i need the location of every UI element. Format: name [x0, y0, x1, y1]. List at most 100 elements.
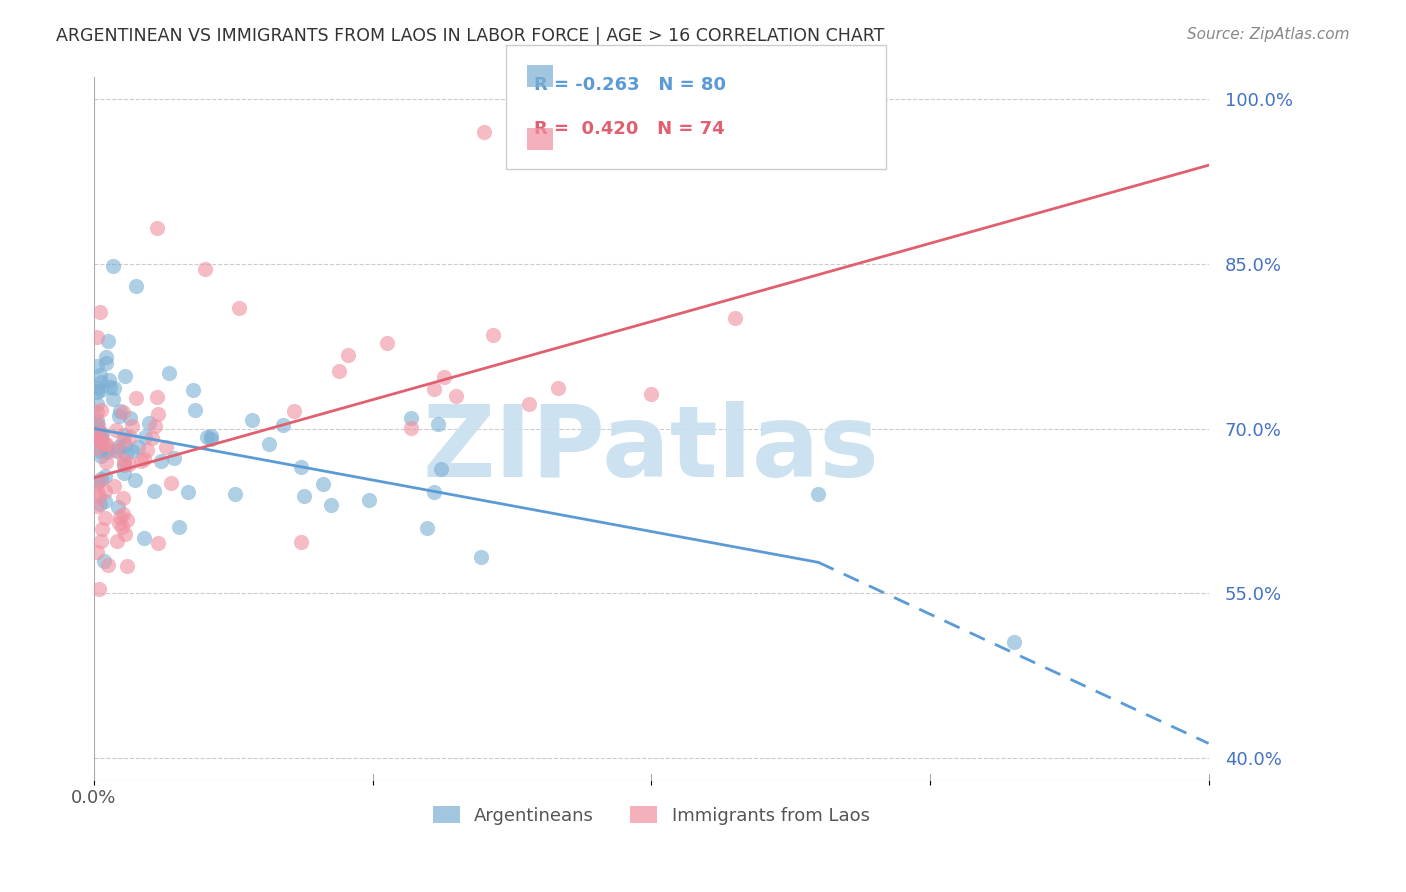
- Point: [336, 348, 359, 362]
- Point: [94, 469, 117, 483]
- Point: [86, 397, 108, 411]
- Point: [1002, 635, 1025, 649]
- Point: [94, 350, 117, 364]
- Point: [90, 434, 112, 449]
- Point: [98, 373, 121, 387]
- Point: [138, 416, 160, 430]
- Point: [90, 384, 112, 398]
- Point: [433, 370, 456, 384]
- Point: [359, 493, 381, 508]
- Point: [107, 500, 129, 514]
- Point: [86, 385, 108, 400]
- Point: [86, 413, 108, 427]
- Point: [86, 417, 108, 431]
- Point: [401, 421, 423, 435]
- Text: Source: ZipAtlas.com: Source: ZipAtlas.com: [1187, 27, 1350, 42]
- Point: [377, 336, 399, 351]
- Point: [399, 410, 422, 425]
- Point: [98, 380, 121, 394]
- Point: [200, 428, 222, 442]
- Point: [134, 452, 156, 467]
- Point: [183, 383, 205, 397]
- Point: [290, 534, 312, 549]
- Point: [319, 498, 342, 512]
- Point: [240, 413, 263, 427]
- Point: [87, 489, 110, 503]
- Point: [271, 418, 294, 433]
- Point: [292, 489, 315, 503]
- Point: [86, 381, 108, 395]
- Point: [105, 423, 128, 437]
- Point: [312, 476, 335, 491]
- Point: [90, 472, 112, 486]
- Point: [194, 262, 217, 277]
- Point: [177, 485, 200, 500]
- Point: [257, 437, 280, 451]
- Point: [111, 434, 134, 449]
- Point: [86, 545, 108, 559]
- Point: [118, 430, 141, 444]
- Point: [167, 520, 190, 534]
- Point: [107, 409, 129, 424]
- Point: [517, 397, 540, 411]
- Point: [114, 438, 136, 452]
- Point: [115, 513, 138, 527]
- Point: [112, 491, 135, 505]
- Point: [89, 443, 111, 458]
- Point: [108, 510, 131, 524]
- Point: [470, 549, 492, 564]
- Point: [117, 457, 139, 471]
- Point: [87, 425, 110, 440]
- Point: [104, 443, 127, 458]
- Point: [111, 519, 134, 533]
- Point: [114, 458, 136, 472]
- Point: [143, 419, 166, 434]
- Point: [114, 447, 136, 461]
- Point: [89, 474, 111, 488]
- Point: [328, 364, 350, 378]
- Point: [86, 475, 108, 489]
- Point: [90, 431, 112, 445]
- Point: [94, 455, 117, 469]
- Point: [105, 533, 128, 548]
- Point: [90, 375, 112, 389]
- Point: [547, 381, 569, 395]
- Point: [91, 522, 114, 536]
- Point: [160, 476, 183, 491]
- Text: ZIPatlas: ZIPatlas: [423, 401, 880, 498]
- Point: [807, 486, 830, 500]
- Point: [146, 390, 169, 404]
- Point: [103, 479, 125, 493]
- Point: [132, 531, 155, 545]
- Point: [163, 450, 186, 465]
- Point: [87, 435, 110, 450]
- Point: [86, 441, 108, 455]
- Point: [183, 402, 205, 417]
- Point: [86, 359, 108, 373]
- Point: [96, 443, 118, 458]
- Point: [124, 474, 146, 488]
- Point: [97, 334, 120, 348]
- Point: [416, 521, 439, 535]
- Point: [142, 483, 165, 498]
- Point: [90, 426, 112, 441]
- Point: [125, 279, 148, 293]
- Point: [94, 436, 117, 450]
- Point: [195, 430, 218, 444]
- Point: [150, 454, 173, 468]
- Point: [724, 311, 747, 326]
- Point: [94, 511, 117, 525]
- Point: [93, 483, 115, 498]
- Point: [283, 403, 305, 417]
- Point: [146, 220, 169, 235]
- Point: [290, 459, 312, 474]
- Point: [112, 458, 135, 472]
- Point: [94, 436, 117, 450]
- Point: [89, 368, 111, 383]
- Point: [101, 259, 124, 273]
- Point: [135, 443, 157, 458]
- Point: [108, 516, 131, 530]
- Point: [86, 433, 108, 447]
- Point: [472, 125, 495, 139]
- Point: [423, 383, 446, 397]
